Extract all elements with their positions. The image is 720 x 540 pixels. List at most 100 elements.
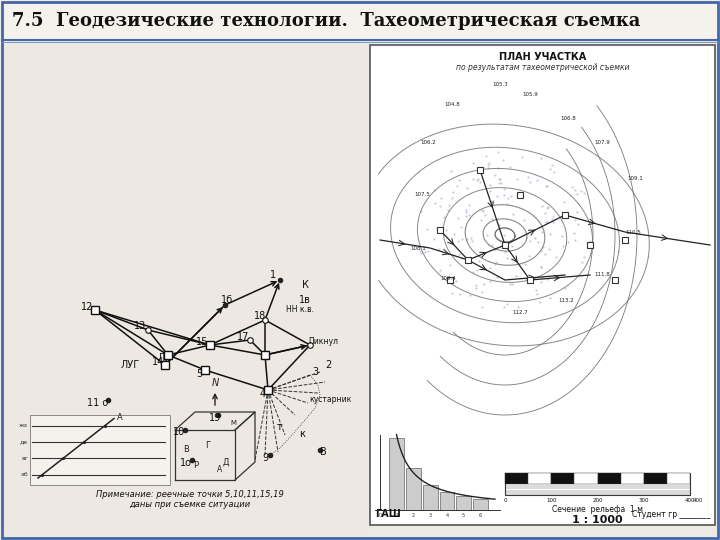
Bar bbox=[206, 341, 214, 349]
Text: жз: жз bbox=[19, 423, 28, 428]
Text: 12: 12 bbox=[81, 302, 93, 312]
Text: к: к bbox=[299, 429, 305, 439]
Text: 107.9: 107.9 bbox=[594, 139, 610, 145]
Bar bbox=[587, 242, 593, 248]
Bar bbox=[201, 366, 209, 374]
Text: К: К bbox=[302, 280, 308, 290]
Text: ГАШ: ГАШ bbox=[375, 509, 401, 519]
Text: 1в: 1в bbox=[299, 295, 311, 305]
Bar bbox=[91, 306, 99, 314]
Bar bbox=[667, 473, 690, 484]
Bar bbox=[505, 473, 528, 484]
Bar bbox=[465, 257, 471, 263]
Text: 13: 13 bbox=[134, 321, 146, 331]
Text: по результатам тахеометрической съемки: по результатам тахеометрической съемки bbox=[456, 63, 629, 71]
Text: 105.9: 105.9 bbox=[522, 92, 538, 98]
Bar bbox=[264, 386, 272, 394]
Bar bbox=[562, 212, 568, 218]
Bar bbox=[517, 192, 523, 198]
Text: 5: 5 bbox=[462, 513, 465, 518]
Text: 5: 5 bbox=[196, 369, 202, 379]
Text: 15: 15 bbox=[196, 337, 208, 347]
Bar bbox=[473, 498, 487, 510]
Text: аб: аб bbox=[20, 472, 28, 477]
Bar bbox=[390, 438, 404, 510]
Text: ПЛАН УЧАСТКА: ПЛАН УЧАСТКА bbox=[499, 52, 586, 62]
Bar bbox=[505, 473, 690, 495]
Text: Пикнул: Пикнул bbox=[308, 338, 338, 347]
Bar bbox=[161, 361, 169, 369]
Text: 109.4: 109.4 bbox=[440, 275, 456, 280]
Text: 2: 2 bbox=[412, 513, 415, 518]
Bar bbox=[502, 242, 508, 248]
Text: В: В bbox=[320, 447, 326, 457]
Text: 14: 14 bbox=[152, 357, 164, 367]
Text: 6: 6 bbox=[479, 513, 482, 518]
Text: 400: 400 bbox=[685, 498, 696, 503]
Text: 106.8: 106.8 bbox=[560, 116, 576, 120]
Text: Г: Г bbox=[205, 441, 210, 450]
Text: НН к.в.: НН к.в. bbox=[286, 306, 314, 314]
Text: 3: 3 bbox=[428, 513, 432, 518]
Text: 108.1: 108.1 bbox=[410, 246, 426, 251]
Bar bbox=[552, 473, 575, 484]
Text: 0: 0 bbox=[379, 513, 382, 518]
Text: Л: Л bbox=[158, 353, 165, 363]
Text: Студент гр ________: Студент гр ________ bbox=[631, 510, 710, 519]
Text: 17: 17 bbox=[237, 332, 249, 342]
Text: 105.3: 105.3 bbox=[492, 83, 508, 87]
Bar bbox=[527, 277, 533, 283]
Text: 100: 100 bbox=[546, 498, 557, 503]
Bar bbox=[598, 473, 621, 484]
Text: 106.2: 106.2 bbox=[420, 139, 436, 145]
Text: 109.1: 109.1 bbox=[627, 176, 643, 180]
Bar bbox=[5, 42, 363, 535]
Bar bbox=[612, 277, 618, 283]
Text: 112.7: 112.7 bbox=[512, 309, 528, 314]
Text: вг: вг bbox=[21, 456, 28, 461]
Text: 1 : 1000: 1 : 1000 bbox=[572, 515, 623, 525]
Text: Р: Р bbox=[193, 461, 198, 470]
Bar bbox=[477, 167, 483, 173]
Text: кустарник: кустарник bbox=[309, 395, 351, 404]
Text: 7.5  Геодезические технологии.  Тахеометрическая съемка: 7.5 Геодезические технологии. Тахеометри… bbox=[12, 12, 640, 30]
Text: A: A bbox=[117, 413, 122, 422]
Text: В: В bbox=[183, 445, 189, 454]
Text: 200: 200 bbox=[593, 498, 603, 503]
Text: 300: 300 bbox=[639, 498, 649, 503]
Bar bbox=[621, 473, 644, 484]
Text: 4: 4 bbox=[260, 389, 266, 399]
Text: 3: 3 bbox=[312, 367, 318, 377]
Bar bbox=[447, 277, 453, 283]
Bar bbox=[622, 237, 628, 243]
Bar bbox=[528, 473, 552, 484]
Text: де: де bbox=[19, 439, 28, 444]
Bar bbox=[440, 492, 454, 510]
Text: т: т bbox=[277, 422, 283, 432]
Text: 0: 0 bbox=[503, 498, 507, 503]
Bar bbox=[164, 351, 172, 359]
Text: 1: 1 bbox=[270, 270, 276, 280]
Text: 107.5: 107.5 bbox=[414, 192, 430, 198]
Text: N: N bbox=[212, 378, 219, 388]
Text: 2: 2 bbox=[325, 360, 331, 370]
Text: 1: 1 bbox=[395, 513, 398, 518]
Text: Примечание: реечные точки 5,10,11,15,19
даны при съемке ситуации: Примечание: реечные точки 5,10,11,15,19 … bbox=[96, 490, 284, 509]
Text: 9: 9 bbox=[262, 453, 268, 463]
Text: 1б: 1б bbox=[221, 295, 233, 305]
Text: 19: 19 bbox=[209, 413, 221, 423]
Text: 110.5: 110.5 bbox=[625, 230, 641, 234]
Text: 113.2: 113.2 bbox=[558, 298, 574, 302]
Bar bbox=[370, 45, 715, 525]
Text: 104.8: 104.8 bbox=[444, 103, 460, 107]
Bar bbox=[423, 485, 438, 510]
Text: 400: 400 bbox=[693, 498, 703, 503]
Text: Д: Д bbox=[223, 458, 230, 467]
Bar bbox=[406, 468, 420, 510]
Bar bbox=[644, 473, 667, 484]
Text: 10: 10 bbox=[173, 427, 185, 437]
Text: ЛУГ: ЛУГ bbox=[120, 360, 140, 370]
Bar bbox=[261, 351, 269, 359]
Bar bbox=[437, 227, 443, 233]
Text: 11 о: 11 о bbox=[87, 398, 109, 408]
